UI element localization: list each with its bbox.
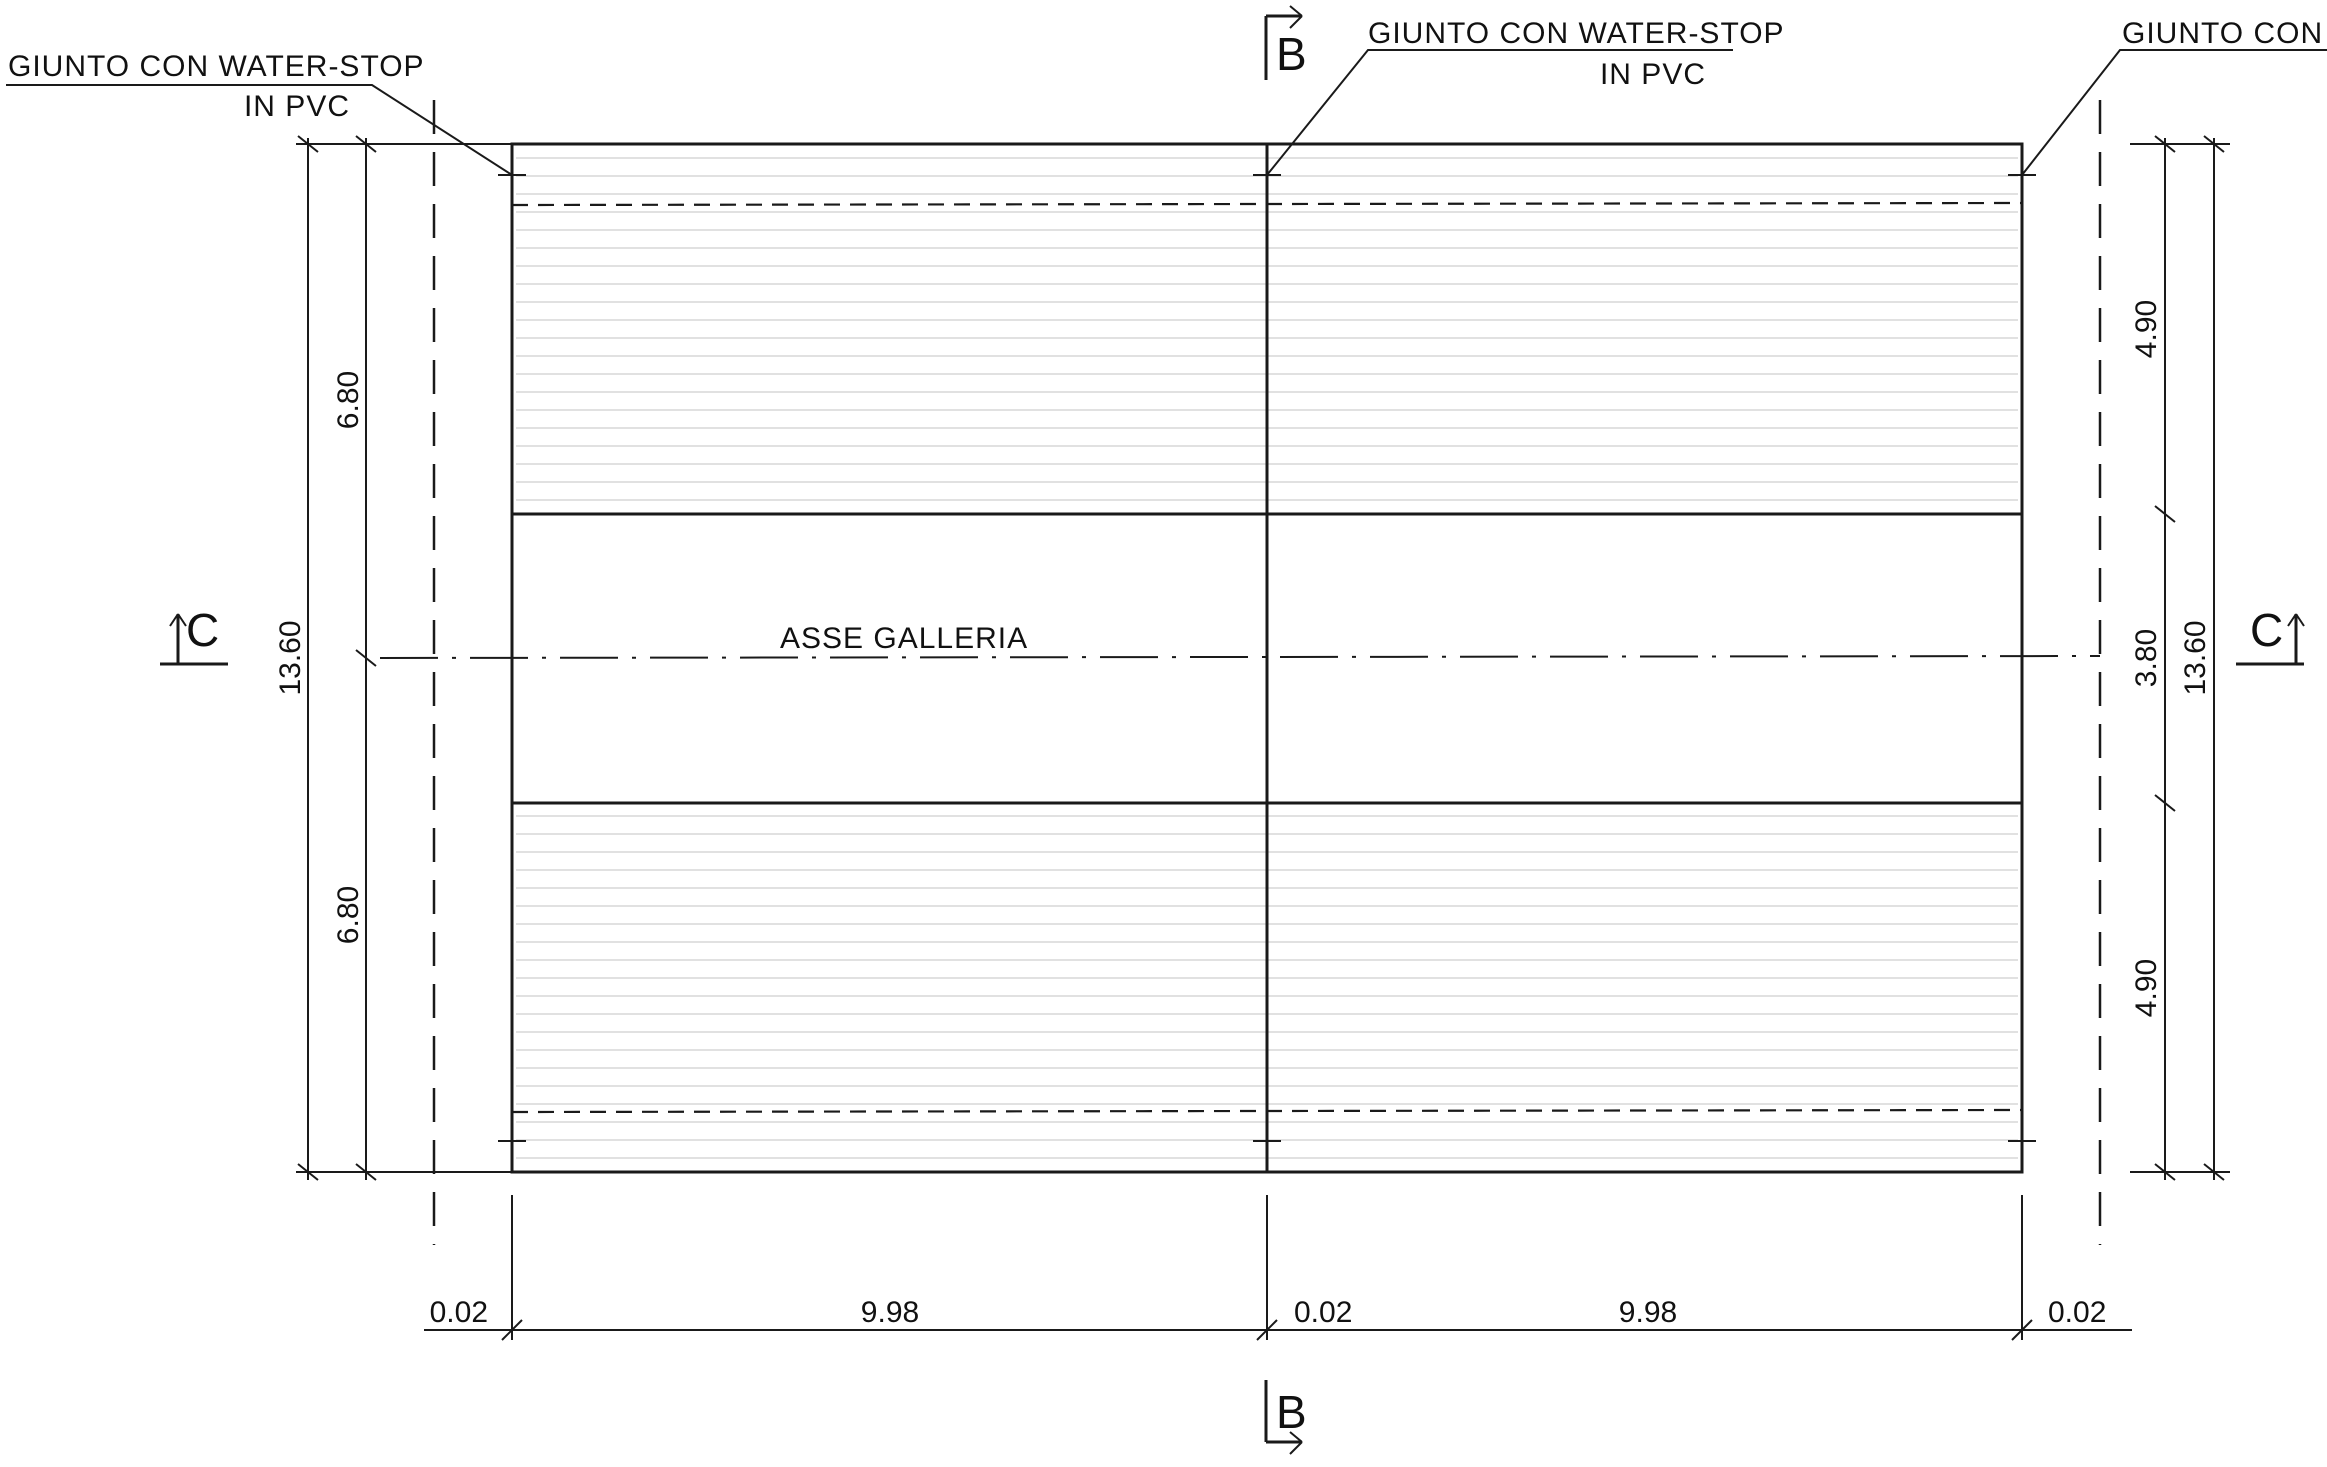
dashed-line-top xyxy=(511,201,2023,207)
dim-left-upper: 6.80 xyxy=(332,371,365,429)
dashed-line-bottom xyxy=(511,1108,2023,1114)
dim-bottom-gap-right: 0.02 xyxy=(2048,1296,2106,1329)
joint-label-center-line1: GIUNTO CON WATER-STOP xyxy=(1368,17,1785,50)
joint-label-left-line2: IN PVC xyxy=(244,90,350,123)
svg-text:C: C xyxy=(186,604,219,656)
dim-left-total: 13.60 xyxy=(274,620,307,695)
dim-bottom-gap-mid: 0.02 xyxy=(1294,1296,1352,1329)
joint-label-right-cut: GIUNTO CON WA xyxy=(2122,17,2327,50)
section-marker-c-left: C xyxy=(160,604,228,666)
dim-right-middle: 3.80 xyxy=(2130,629,2163,687)
dimension-chain-bottom xyxy=(424,1195,2132,1341)
dim-right-total: 13.60 xyxy=(2179,620,2212,695)
dimension-chain-right xyxy=(2130,135,2230,1181)
dim-bottom-gap-left: 0.02 xyxy=(430,1296,488,1329)
dim-right-upper: 4.90 xyxy=(2130,300,2163,358)
tunnel-axis-line xyxy=(379,655,2101,659)
joint-leader-right xyxy=(2021,49,2327,176)
dim-bottom-span-right: 9.98 xyxy=(1619,1296,1677,1329)
svg-text:B: B xyxy=(1276,1386,1307,1438)
svg-text:B: B xyxy=(1276,28,1307,80)
joint-leader-center xyxy=(1266,49,1733,176)
dim-bottom-span-left: 9.98 xyxy=(861,1296,919,1329)
dim-right-lower: 4.90 xyxy=(2130,959,2163,1017)
axis-label-bg xyxy=(768,616,990,656)
joint-label-center-line2: IN PVC xyxy=(1600,58,1706,91)
section-marker-b-bottom: B xyxy=(1264,1380,1307,1455)
joint-label-left-line1: GIUNTO CON WATER-STOP xyxy=(8,50,425,83)
svg-text:C: C xyxy=(2250,604,2283,656)
dimension-chain-left xyxy=(296,135,512,1181)
section-marker-b-top: B xyxy=(1264,5,1307,80)
axis-label: ASSE GALLERIA xyxy=(780,622,1028,655)
dim-left-lower: 6.80 xyxy=(332,886,365,944)
section-marker-c-right: C xyxy=(2236,604,2305,666)
